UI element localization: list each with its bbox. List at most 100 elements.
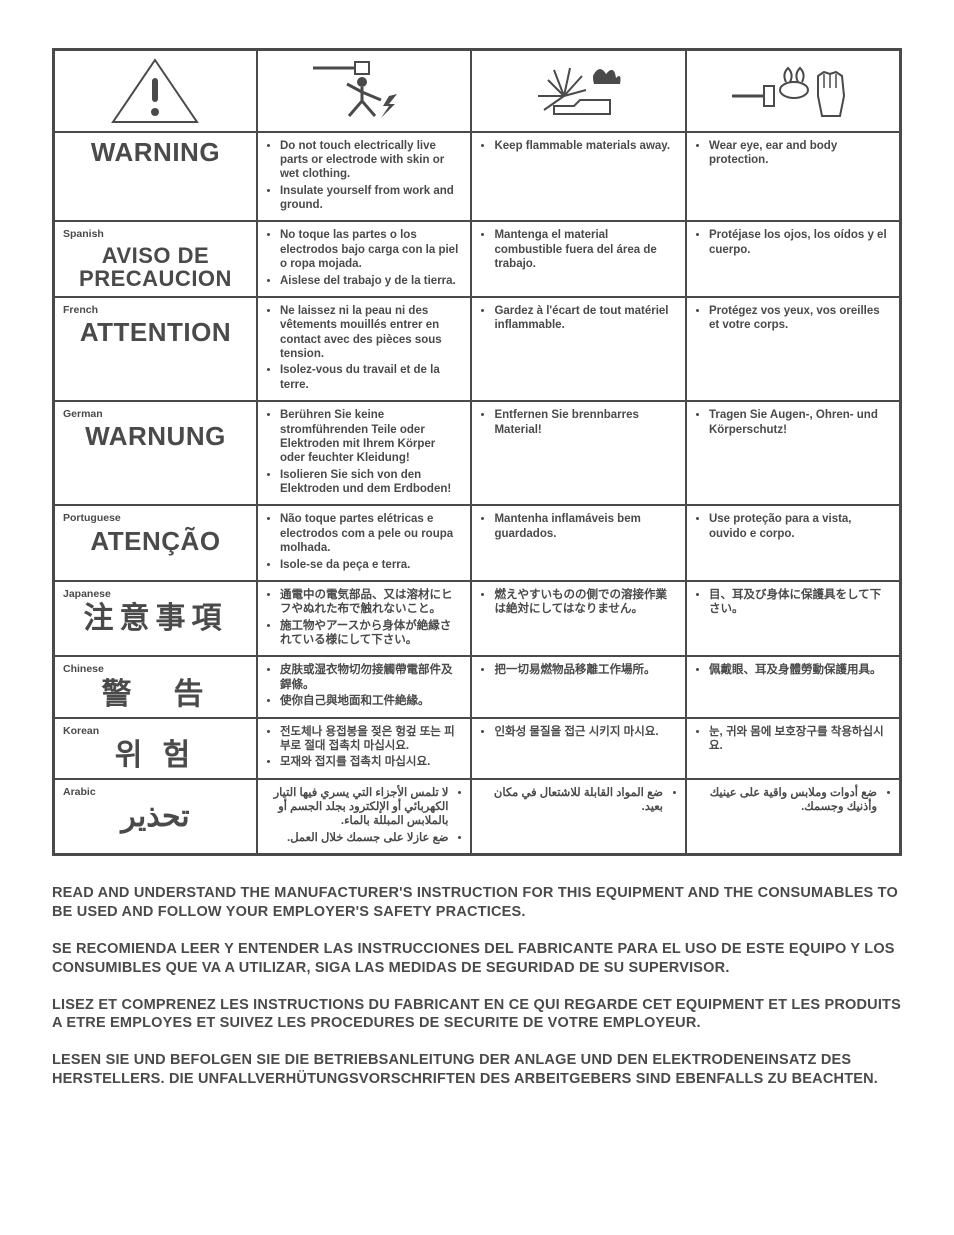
warning-cell: Gardez à l'écart de tout matériel inflam… (471, 297, 686, 401)
warning-cell: 皮肤或湿衣物切勿接觸帶電部件及銲條。使你自己與地面和工件絶緣。 (257, 656, 472, 717)
warning-point: Wear eye, ear and body protection. (709, 139, 891, 168)
warning-word: 注意事項 (63, 603, 248, 635)
warning-word: 위 험 (63, 740, 248, 772)
warning-point: 눈, 귀와 몸에 보호장구를 착용하십시요. (709, 725, 891, 754)
icon-cell-spark (471, 50, 686, 132)
warning-point: No toque las partes o los electrodos baj… (280, 228, 463, 271)
warning-points: ضع المواد القابلة للاشتعال في مكان بعيد. (480, 786, 677, 815)
warning-points: Não toque partes elétricas e electrodos … (266, 512, 463, 572)
warning-cell: Berühren Sie keine stromführenden Teile … (257, 401, 472, 505)
warning-word: ATENÇÃO (63, 528, 248, 555)
lang-label: Japanese (63, 588, 248, 601)
warning-point: Protégez vos yeux, vos oreilles et votre… (709, 304, 891, 333)
warning-points: Ne laissez ni la peau ni des vêtements m… (266, 304, 463, 392)
footer-paragraph: READ AND UNDERSTAND THE MANUFACTURER'S I… (52, 884, 902, 922)
warning-point: Protéjase los ojos, los oídos y el cuerp… (709, 228, 891, 257)
warning-points: 燃えやすいものの側での溶接作業は絶対にしてはなりません。 (480, 588, 677, 617)
warning-point: Mantenga el material combustible fuera d… (494, 228, 677, 271)
warning-cell: Protéjase los ojos, los oídos y el cuerp… (686, 221, 901, 297)
warning-point: Berühren Sie keine stromführenden Teile … (280, 408, 463, 466)
warning-cell: 燃えやすいものの側での溶接作業は絶対にしてはなりません。 (471, 581, 686, 657)
warning-cell: Entfernen Sie brennbarres Material! (471, 401, 686, 505)
lang-label: Korean (63, 725, 248, 738)
warning-point: Isolieren Sie sich von den Elektroden un… (280, 468, 463, 497)
lang-cell: Korean 위 험 (54, 718, 257, 779)
warning-points: Gardez à l'écart de tout matériel inflam… (480, 304, 677, 333)
warning-point: Aislese del trabajo y de la tierra. (280, 274, 463, 288)
warning-points: 把一切易燃物品移離工作場所。 (480, 663, 677, 677)
warning-row: Chinese警 告皮肤或湿衣物切勿接觸帶電部件及銲條。使你自己與地面和工件絶緣… (54, 656, 901, 717)
footer-paragraph: LESEN SIE UND BEFOLGEN SIE DIE BETRIEBSA… (52, 1051, 902, 1089)
warning-word: WARNING (63, 139, 248, 166)
warning-cell: Wear eye, ear and body protection. (686, 132, 901, 222)
lang-label: Arabic (63, 786, 248, 799)
goggles-glove-icon (728, 56, 858, 126)
warning-points: Entfernen Sie brennbarres Material! (480, 408, 677, 437)
warning-word: تحذير (63, 801, 248, 833)
lang-cell: WARNING (54, 132, 257, 222)
warning-point: 把一切易燃物品移離工作場所。 (494, 663, 677, 677)
warning-points: 눈, 귀와 몸에 보호장구를 착용하십시요. (695, 725, 891, 754)
lang-cell: PortugueseATENÇÃO (54, 505, 257, 581)
warning-cell: Não toque partes elétricas e electrodos … (257, 505, 472, 581)
warning-points: 通電中の電気部品、又は溶材にヒフやぬれた布で触れないこと。施工物やアースから身体… (266, 588, 463, 648)
warning-cell: 把一切易燃物品移離工作場所。 (471, 656, 686, 717)
warning-word: WARNUNG (63, 423, 248, 450)
icon-cell-shock (257, 50, 472, 132)
lang-cell: Chinese警 告 (54, 656, 257, 717)
warning-point: Tragen Sie Augen-, Ohren- und Körperschu… (709, 408, 891, 437)
warning-cell: Use proteção para a vista, ouvido e corp… (686, 505, 901, 581)
warning-cell: ضع المواد القابلة للاشتعال في مكان بعيد. (471, 779, 686, 855)
warning-point: 燃えやすいものの側での溶接作業は絶対にしてはなりません。 (494, 588, 677, 617)
warning-points: Keep flammable materials away. (480, 139, 677, 153)
lang-cell: SpanishAVISO DE PRECAUCION (54, 221, 257, 297)
warning-points: Protéjase los ojos, los oídos y el cuerp… (695, 228, 891, 257)
warning-points: 인화성 물질을 접근 시키지 마시요. (480, 725, 677, 739)
warning-point: لا تلمس الأجزاء التي يسري فيها التيار ال… (266, 786, 449, 829)
warning-point: Insulate yourself from work and ground. (280, 184, 463, 213)
warning-point: 使你自己與地面和工件絶緣。 (280, 694, 463, 708)
warning-cell: Mantenga el material combustible fuera d… (471, 221, 686, 297)
warning-points: Use proteção para a vista, ouvido e corp… (695, 512, 891, 541)
warning-point: ضع عازلا على جسمك خلال العمل. (266, 831, 449, 845)
warning-row: SpanishAVISO DE PRECAUCION No toque las p… (54, 221, 901, 297)
lang-cell: FrenchATTENTION (54, 297, 257, 401)
warning-row: WARNING Do not touch electrically live pa… (54, 132, 901, 222)
warning-points: 皮肤或湿衣物切勿接觸帶電部件及銲條。使你自己與地面和工件絶緣。 (266, 663, 463, 708)
icon-row (54, 50, 901, 132)
warning-point: Entfernen Sie brennbarres Material! (494, 408, 677, 437)
warning-row: FrenchATTENTION Ne laissez ni la peau ni … (54, 297, 901, 401)
warning-points: Do not touch electrically live parts or … (266, 139, 463, 213)
warning-cell: Protégez vos yeux, vos oreilles et votre… (686, 297, 901, 401)
warning-points: Mantenha inflamáveis bem guardados. (480, 512, 677, 541)
warning-row: Arabic تحذير لا تلمس الأجزاء التي يسري فيه… (54, 779, 901, 855)
warning-cell: 전도체나 용접봉을 젖은 헝겊 또는 피부로 절대 접촉치 마십시요.모재와 접… (257, 718, 472, 779)
warning-point: 通電中の電気部品、又は溶材にヒフやぬれた布で触れないこと。 (280, 588, 463, 617)
warning-points: Berühren Sie keine stromführenden Teile … (266, 408, 463, 496)
warning-point: ضع أدوات وملابس واقية على عينيك وأذنيك و… (695, 786, 877, 815)
warning-word: ATTENTION (63, 319, 248, 346)
warning-cell: Do not touch electrically live parts or … (257, 132, 472, 222)
warning-points: لا تلمس الأجزاء التي يسري فيها التيار ال… (266, 786, 463, 846)
warning-cell: Tragen Sie Augen-, Ohren- und Körperschu… (686, 401, 901, 505)
footer-instructions: READ AND UNDERSTAND THE MANUFACTURER'S I… (52, 884, 902, 1089)
warning-table: WARNING Do not touch electrically live pa… (52, 48, 902, 856)
warning-cell: 인화성 물질을 접근 시키지 마시요. (471, 718, 686, 779)
warning-point: ضع المواد القابلة للاشتعال في مكان بعيد. (480, 786, 663, 815)
warning-points: Tragen Sie Augen-, Ohren- und Körperschu… (695, 408, 891, 437)
warning-point: Keep flammable materials away. (494, 139, 677, 153)
warning-point: Isole-se da peça e terra. (280, 558, 463, 572)
lang-cell: German WARNUNG (54, 401, 257, 505)
warning-word: AVISO DE PRECAUCION (63, 244, 248, 290)
exclaim-triangle-icon (107, 56, 203, 126)
warning-point: 전도체나 용접봉을 젖은 헝겊 또는 피부로 절대 접촉치 마십시요. (280, 725, 463, 754)
lang-label: German (63, 408, 248, 421)
warning-cell: Ne laissez ni la peau ni des vêtements m… (257, 297, 472, 401)
lang-cell: Japanese 注意事項 (54, 581, 257, 657)
warning-cell: Mantenha inflamáveis bem guardados. (471, 505, 686, 581)
warning-points: 전도체나 용접봉을 젖은 헝겊 또는 피부로 절대 접촉치 마십시요.모재와 접… (266, 725, 463, 770)
warning-row: German WARNUNG Berühren Sie keine stromfüh… (54, 401, 901, 505)
warning-point: Ne laissez ni la peau ni des vêtements m… (280, 304, 463, 362)
warning-point: 인화성 물질을 접근 시키지 마시요. (494, 725, 677, 739)
warning-points: No toque las partes o los electrodos baj… (266, 228, 463, 288)
